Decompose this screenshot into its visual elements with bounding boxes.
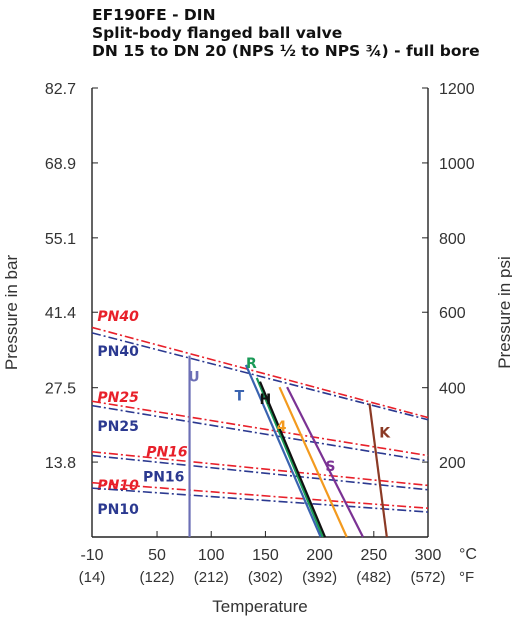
x-tick-label-f: (482) [356,569,391,586]
title-line-3: DN 15 to DN 20 (NPS ½ to NPS ¾) - full b… [92,42,480,60]
pn-line-pn25-2 [91,400,429,457]
seat-label-h: H [260,392,272,408]
seat-label-t: T [235,389,245,405]
pn-line-pn16-5 [91,454,429,491]
seat-line-k [368,403,388,538]
pn-label-pn16: PN16 [143,470,184,486]
x-tick-label-c: 200 [306,547,333,564]
y-tick-label-bar: 41.4 [45,305,76,322]
y-axis-title-left: Pressure in bar [2,255,21,371]
y-tick-label-psi: 200 [439,455,466,472]
y-tick-label-bar: 55.1 [45,231,76,248]
x-unit-celsius: °C [459,546,477,563]
pn-line-pn10-6 [91,481,429,510]
y-tick-label-psi: 1000 [439,156,475,173]
pn-label-pn16: PN16 [146,445,188,461]
pn-label-pn25: PN25 [97,419,138,435]
seat-label-s: S [325,459,335,475]
x-tick-label-f: (302) [248,569,283,586]
seat-line-h [258,381,327,538]
x-tick-label-f: (392) [302,569,337,586]
x-axis-title: Temperature [212,597,307,616]
seat-line-s [286,386,364,538]
y-tick-label-psi: 800 [439,231,466,248]
seat-label-4: 4 [277,419,287,435]
chart-ticks: -10 (14) 50 (122) 100 (212) 150 (302) 200 (392) 25… [45,81,477,586]
pn-line-pn40-0 [91,326,429,419]
x-tick-label-f: (122) [140,569,175,586]
pn-label-pn25: PN25 [97,390,139,406]
pn-line-pn25-3 [91,404,429,462]
axis-labels: Temperature Pressure in bar Pressure in ps… [2,255,512,616]
seat-series-group: U T R H4 S K [188,355,391,538]
seat-label-u: U [188,370,199,386]
x-tick-label-c: 300 [415,547,442,564]
x-tick-label-c: 150 [252,547,279,564]
x-tick-label-f: (212) [194,569,229,586]
x-tick-label-c: -10 [80,547,103,564]
title-line-1: EF190FE - DIN [92,6,216,24]
x-tick-label-f: (572) [410,569,445,586]
y-tick-label-bar: 27.5 [45,381,76,398]
pn-label-pn40: PN40 [97,309,139,325]
pn-line-pn40-1 [91,332,429,421]
seat-line-r [255,377,324,538]
x-tick-label-c: 250 [360,547,387,564]
y-tick-label-psi: 400 [439,381,466,398]
pn-label-pn10: PN10 [97,502,139,518]
seat-label-r: R [246,356,257,372]
title-line-2: Split-body flanged ball valve [92,24,342,42]
pn-line-pn10-7 [91,487,429,513]
y-tick-label-bar: 68.9 [45,156,76,173]
pn-label-pn40: PN40 [97,344,139,360]
x-tick-label-c: 50 [148,547,166,564]
y-tick-label-bar: 82.7 [45,81,76,98]
y-tick-label-psi: 600 [439,305,466,322]
seat-line-4 [278,386,348,538]
seat-line-t [244,364,322,538]
y-tick-label-bar: 13.8 [45,455,76,472]
x-unit-fahrenheit: °F [459,569,474,586]
pn-line-pn16-4 [91,450,429,487]
pn-label-pn10: PN10 [97,478,139,494]
seat-label-k: K [379,426,391,442]
y-axis-title-right: Pressure in psi [495,256,512,368]
x-tick-label-c: 100 [198,547,225,564]
y-tick-label-psi: 1200 [439,81,475,98]
x-tick-label-f: (14) [79,569,106,586]
